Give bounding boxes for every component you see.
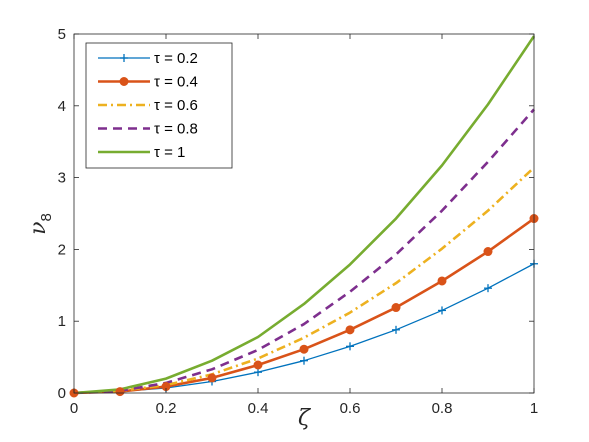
legend-box (85, 42, 233, 169)
x-tick-label: 0 (70, 400, 78, 417)
x-tick-label: 0.8 (432, 400, 453, 417)
x-axis-label: ζ (298, 406, 312, 431)
legend-label: τ = 1 (154, 144, 185, 161)
data-point-s2-9 (483, 247, 493, 257)
data-point-s1-5 (300, 356, 308, 365)
data-point-s2-7 (391, 303, 401, 313)
legend-entry-2: τ = 0.4 (98, 74, 198, 91)
legend-entry-4: τ = 0.8 (98, 121, 198, 138)
legend-label: τ = 0.2 (154, 50, 198, 67)
series-line-3 (73, 166, 535, 395)
legend-label: τ = 0.4 (154, 74, 198, 91)
legend-label: τ = 0.6 (154, 97, 198, 114)
y-axis-label: ν8 (26, 213, 55, 235)
legend-entry-1: τ = 0.2 (98, 50, 198, 67)
data-point-s1-7 (392, 325, 400, 334)
data-point-s1-9 (484, 284, 492, 293)
data-point-s2-3 (207, 373, 217, 383)
axes-layer: 0 0.2 0.4 0.6 0.8 1 0 1 2 3 4 5 (58, 26, 539, 417)
data-point-s1-8 (438, 306, 446, 315)
data-point-s2-6 (345, 325, 355, 335)
data-point-s1-4 (254, 368, 262, 377)
x-tick-label: 1 (530, 400, 538, 417)
y-tick-label: 0 (58, 385, 66, 402)
legend-label: τ = 0.8 (154, 121, 198, 138)
legend-entry-3: τ = 0.6 (98, 97, 198, 114)
legend-entry-5: τ = 1 (98, 144, 185, 161)
data-point-s2-5 (299, 344, 309, 354)
y-tick-label: 5 (58, 26, 66, 43)
legend-marker (119, 77, 129, 86)
y-tick-label: 1 (58, 313, 66, 330)
legend-marker (120, 54, 128, 62)
y-axis-label-main: ν (26, 221, 51, 234)
data-point-s2-1 (115, 387, 125, 397)
data-point-s2-8 (437, 276, 447, 286)
y-tick-label: 2 (58, 241, 66, 258)
series-line-4 (73, 108, 535, 395)
series-layer (69, 35, 539, 398)
x-tick-label: 0.2 (156, 400, 177, 417)
axes-box (73, 33, 535, 394)
x-tick-label: 0.4 (248, 400, 269, 417)
data-point-s2-4 (253, 360, 263, 370)
series-line-5 (73, 35, 536, 395)
y-tick-label: 4 (58, 98, 66, 115)
x-tick-label: 0.6 (340, 400, 361, 417)
data-point-s1-6 (346, 342, 354, 351)
y-axis-label-subscript: 8 (38, 213, 55, 221)
y-tick-label: 3 (58, 170, 66, 187)
legend: τ = 0.2 τ = 0.4 τ = 0.6 τ = 0.8 τ = 1 (85, 42, 233, 169)
